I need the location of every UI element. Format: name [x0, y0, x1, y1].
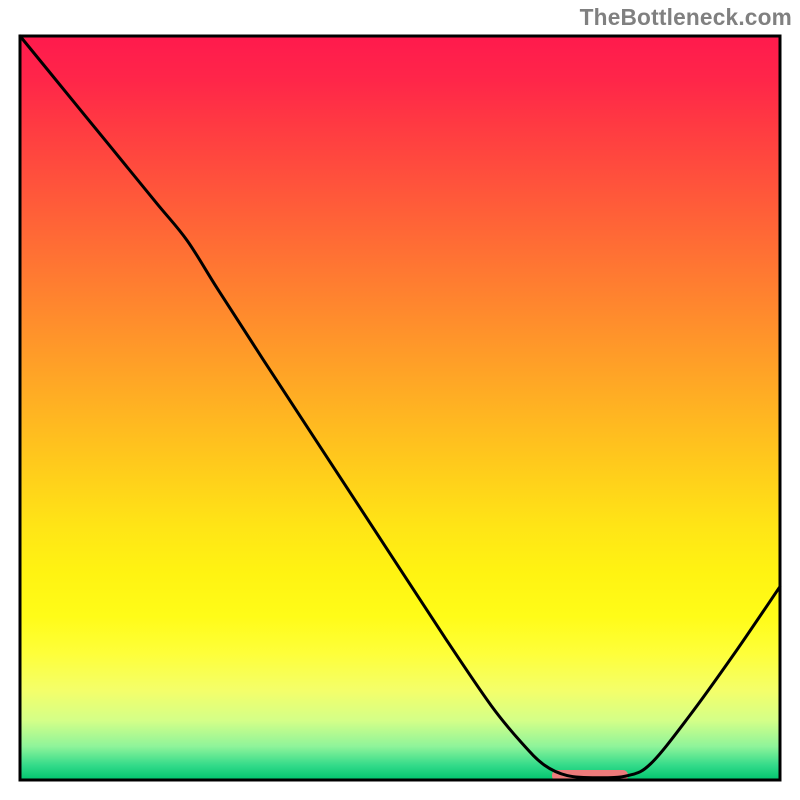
chart-svg [0, 0, 800, 800]
plot-background [20, 36, 780, 780]
watermark-text: TheBottleneck.com [580, 4, 792, 31]
bottleneck-chart: TheBottleneck.com [0, 0, 800, 800]
